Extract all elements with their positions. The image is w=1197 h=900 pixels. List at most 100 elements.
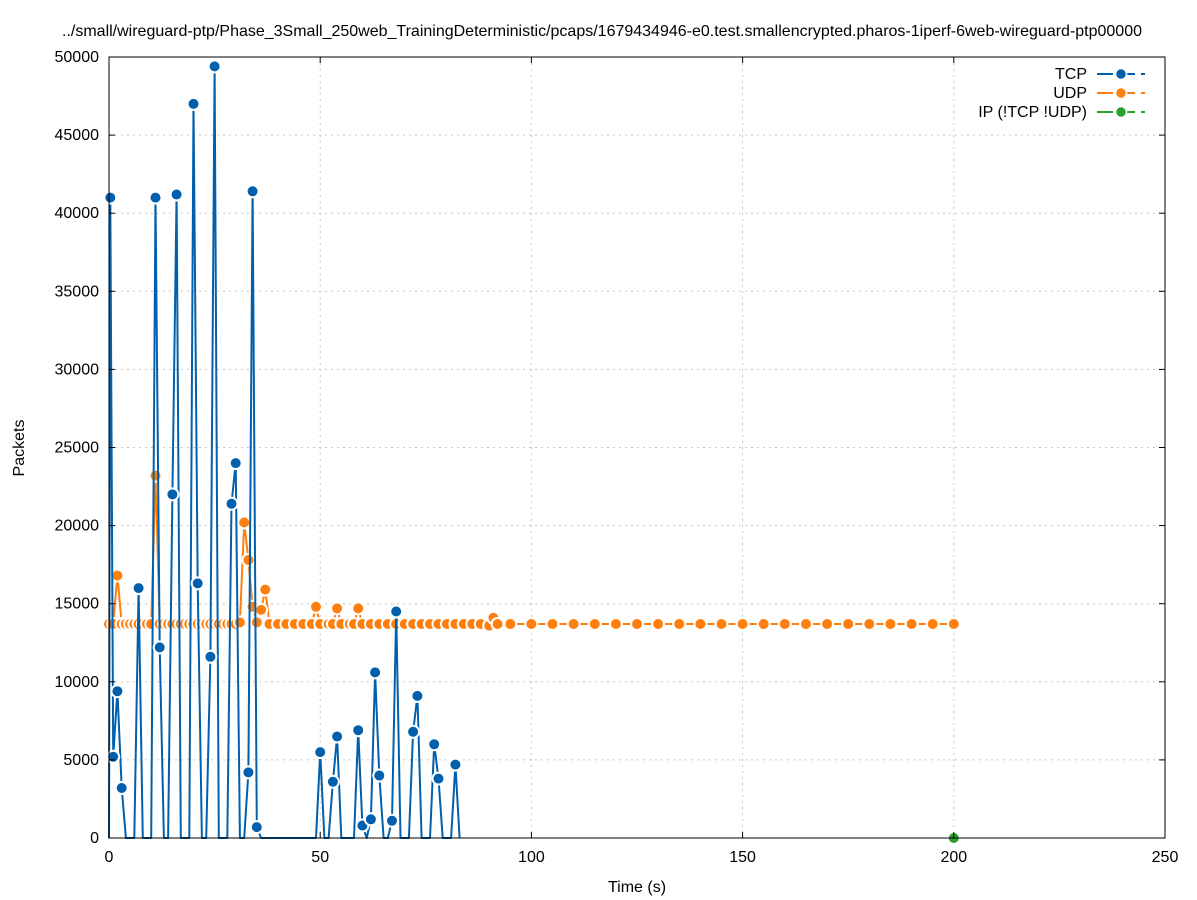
- data-point: [883, 617, 898, 631]
- data-point: [714, 617, 729, 631]
- data-point: [904, 617, 919, 631]
- data-point: [330, 601, 345, 616]
- legend-item: TCP: [1055, 66, 1145, 83]
- data-point: [841, 617, 856, 631]
- data-point: [152, 640, 167, 655]
- data-point: [165, 487, 180, 502]
- legend-marker: [1114, 67, 1128, 81]
- data-point: [587, 617, 602, 631]
- data-point: [330, 729, 345, 744]
- data-point: [503, 617, 518, 631]
- data-point: [232, 615, 247, 630]
- data-point: [427, 737, 442, 752]
- data-point: [608, 617, 623, 631]
- y-tick-label: 40000: [55, 205, 100, 222]
- plot-area: [102, 59, 961, 845]
- y-tick-label: 50000: [55, 49, 100, 66]
- data-point: [237, 515, 252, 530]
- x-tick-label: 0: [105, 849, 114, 866]
- data-point: [385, 813, 399, 828]
- y-tick-label: 30000: [55, 361, 100, 378]
- data-point: [207, 59, 222, 74]
- x-tick-label: 100: [518, 849, 545, 866]
- legend-item: UDP: [1053, 85, 1145, 102]
- data-point: [862, 617, 877, 631]
- data-point: [186, 96, 201, 111]
- data-point: [363, 812, 378, 827]
- data-point: [325, 774, 340, 789]
- x-tick-label: 200: [940, 849, 967, 866]
- data-point: [799, 617, 813, 631]
- data-point: [309, 599, 323, 614]
- data-point: [258, 582, 273, 597]
- data-point: [946, 617, 961, 631]
- data-point: [566, 617, 581, 631]
- chart-title: ../small/wireguard-ptp/Phase_3Small_250w…: [62, 23, 1142, 40]
- data-point: [693, 617, 708, 631]
- data-point: [351, 601, 366, 616]
- data-point: [672, 617, 687, 631]
- data-point: [351, 723, 366, 738]
- data-point: [103, 190, 118, 205]
- y-tick-label: 20000: [55, 518, 100, 535]
- y-tick-label: 25000: [55, 440, 100, 457]
- data-point: [389, 604, 404, 619]
- data-point: [777, 617, 792, 631]
- data-point: [245, 184, 260, 199]
- data-point: [545, 617, 560, 631]
- data-point: [254, 602, 269, 617]
- y-tick-label: 15000: [55, 596, 100, 613]
- data-point: [313, 745, 328, 760]
- legend-label: TCP: [1055, 66, 1087, 83]
- legend: TCP UDP IP (!TCP !UDP): [978, 66, 1145, 121]
- data-point: [249, 820, 264, 835]
- data-point: [630, 617, 644, 631]
- y-tick-label: 10000: [55, 674, 100, 691]
- data-point: [203, 649, 218, 664]
- data-point: [524, 617, 539, 631]
- x-tick-label: 250: [1152, 849, 1179, 866]
- data-point: [735, 617, 750, 631]
- data-point: [756, 617, 771, 631]
- data-point: [148, 190, 163, 205]
- data-point: [448, 757, 463, 772]
- data-point: [241, 765, 256, 780]
- data-point: [406, 724, 421, 739]
- data-point: [249, 615, 264, 630]
- legend-marker: [1114, 86, 1128, 100]
- data-point: [148, 468, 163, 483]
- data-point: [820, 617, 835, 631]
- data-point: [925, 617, 940, 631]
- grid: [109, 57, 1165, 838]
- data-point: [114, 781, 129, 795]
- data-point: [431, 771, 446, 786]
- data-point: [131, 581, 146, 596]
- series-0: [103, 59, 463, 839]
- data-point: [224, 496, 239, 511]
- series-line: [108, 65, 461, 839]
- x-tick-label: 150: [729, 849, 756, 866]
- legend-item: IP (!TCP !UDP): [978, 104, 1145, 121]
- x-tick-label: 50: [311, 849, 329, 866]
- y-tick-label: 5000: [63, 752, 99, 769]
- data-point: [490, 617, 505, 631]
- data-point: [241, 553, 256, 567]
- data-point: [368, 665, 383, 680]
- legend-label: UDP: [1053, 85, 1087, 102]
- data-point: [410, 688, 425, 703]
- data-point: [228, 456, 243, 471]
- y-tick-label: 0: [90, 830, 99, 847]
- axis-ticks: 0 50 100 150 200 250 0 5000 10000 15000 20000 25000…: [55, 49, 1179, 866]
- legend-marker: [1114, 105, 1128, 119]
- data-point: [169, 187, 184, 202]
- data-point: [110, 684, 125, 699]
- data-point: [190, 576, 205, 591]
- x-axis-label: Time (s): [608, 879, 666, 896]
- y-tick-label: 35000: [55, 283, 100, 300]
- legend-label: IP (!TCP !UDP): [978, 104, 1087, 121]
- data-point: [372, 768, 387, 783]
- data-point: [651, 617, 666, 631]
- y-axis-label: Packets: [11, 420, 28, 477]
- y-tick-label: 45000: [55, 127, 100, 144]
